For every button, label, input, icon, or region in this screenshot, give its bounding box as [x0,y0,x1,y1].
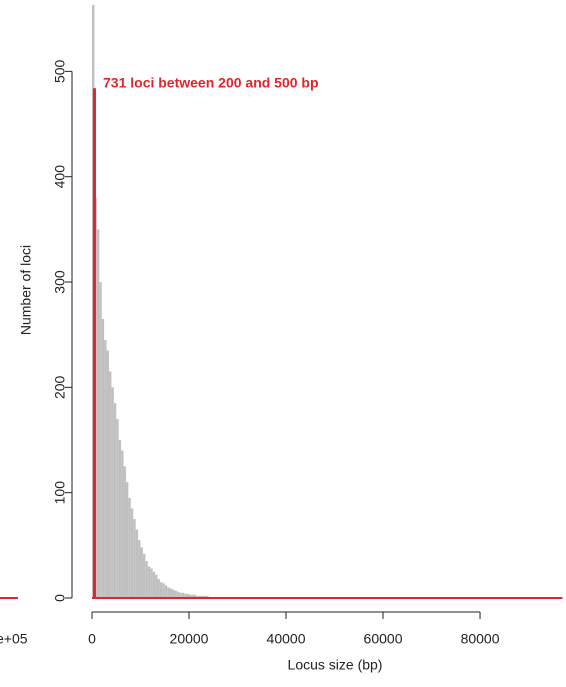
bar [130,508,134,598]
bar [99,282,102,598]
annotation: 731 loci between 200 and 500 bp [103,75,319,91]
bar [104,339,107,598]
bar [123,466,126,598]
bar [184,593,187,598]
y-axis-title: Number of loci [18,245,34,335]
bar [189,594,192,598]
bar [176,591,180,598]
bar [113,403,117,598]
bar [140,547,143,598]
fragment-label: e+05 [0,631,28,647]
bar [152,571,156,598]
y-tick-label: 0 [52,594,68,602]
bar [196,595,199,598]
bar [125,482,129,598]
bar [121,450,124,598]
bar [169,588,173,598]
bar [159,582,163,598]
bar [111,387,114,598]
bar [106,350,109,598]
bar [108,371,112,598]
y-tick-label: 100 [52,481,68,505]
bar [150,568,153,598]
bar [186,593,190,598]
y-tick-label: 500 [52,59,68,83]
bar [128,497,131,598]
bar [133,519,136,598]
y-tick-label: 300 [52,270,68,294]
x-axis-title: Locus size (bp) [288,657,383,673]
bar [167,587,170,598]
x-tick-label: 60000 [364,631,403,647]
bar [191,594,194,598]
y-tick-label: 200 [52,375,68,399]
bar [142,553,146,598]
bar [116,418,119,598]
x-tick-label: 40000 [267,631,306,647]
y-tick-label: 400 [52,165,68,189]
bar [205,595,209,598]
bar [138,540,141,598]
bar [198,595,202,598]
bar [101,318,105,598]
bar [96,229,100,598]
x-tick-label: 20000 [170,631,209,647]
bar [164,585,168,598]
bar [157,579,160,598]
bar [162,583,165,598]
bar [203,595,206,598]
bar [147,566,151,598]
bar [174,590,177,598]
bar [179,592,182,598]
x-tick-label: 80000 [461,631,500,647]
bar [145,561,148,598]
highlight-bar [92,88,96,598]
bar [193,594,197,598]
bar [118,440,122,598]
bar [135,529,139,598]
bar [181,592,185,598]
x-tick-label: 0 [88,631,96,647]
bar [155,574,158,598]
bar [172,589,175,598]
bar [201,595,204,598]
